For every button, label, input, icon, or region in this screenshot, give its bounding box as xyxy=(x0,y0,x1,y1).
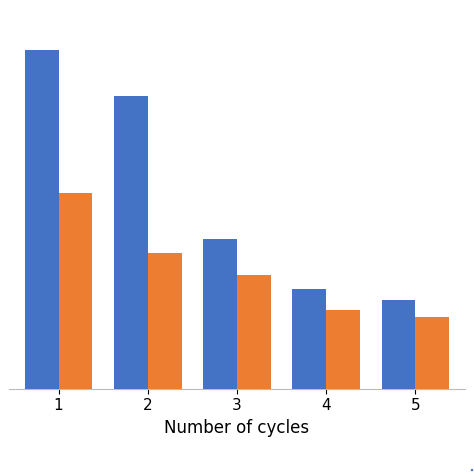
Bar xyxy=(382,300,415,389)
Bar xyxy=(203,239,237,389)
Legend:  xyxy=(471,469,473,470)
Bar xyxy=(148,253,182,389)
Bar xyxy=(237,274,271,389)
X-axis label: Number of cycles: Number of cycles xyxy=(164,419,310,437)
Bar xyxy=(114,96,148,389)
Bar xyxy=(59,192,92,389)
Bar xyxy=(292,289,326,389)
Bar xyxy=(326,310,360,389)
Bar xyxy=(25,50,59,389)
Bar xyxy=(415,318,449,389)
